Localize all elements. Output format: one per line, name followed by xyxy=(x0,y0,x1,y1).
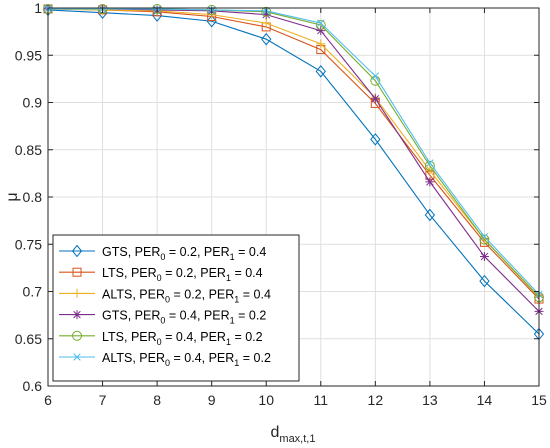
data-point-square xyxy=(72,267,82,277)
legend-label-sub: 0 xyxy=(160,316,165,326)
x-tick-label: 10 xyxy=(258,392,274,408)
data-point-x xyxy=(317,19,325,27)
legend-label-sub: 1 xyxy=(234,294,239,304)
legend-label-part: = 0.4, PER xyxy=(170,351,234,365)
x-tick-label: 12 xyxy=(368,392,384,408)
legend-label: GTS, PER0 = 0.4, PER1 = 0.2 xyxy=(102,309,266,326)
series-line xyxy=(48,8,540,295)
legend-label-sub: 1 xyxy=(230,252,235,262)
x-tick-label: 6 xyxy=(44,392,52,408)
legend-label-sub: 0 xyxy=(157,273,162,283)
legend-label-part: = 0.4 xyxy=(231,266,263,280)
legend-label-part: ALTS, PER xyxy=(102,351,165,365)
x-tick-label: 13 xyxy=(422,392,438,408)
data-point-x xyxy=(480,232,489,241)
legend-label-part: GTS, PER xyxy=(102,309,160,323)
data-point-asterisk xyxy=(261,10,271,20)
legend-item: ALTS, PER0 = 0.2, PER1 = 0.4 xyxy=(59,287,271,304)
data-point-x xyxy=(73,353,81,361)
legend-label: LTS, PER0 = 0.2, PER1 = 0.4 xyxy=(102,266,263,283)
legend-item: LTS, PER0 = 0.2, PER1 = 0.4 xyxy=(59,266,263,283)
legend-label-part: GTS, PER xyxy=(102,245,160,259)
data-point-plus xyxy=(316,39,326,49)
data-point-diamond xyxy=(97,6,108,20)
x-tick-label: 9 xyxy=(208,392,216,408)
legend-label-part: = 0.2, PER xyxy=(165,245,229,259)
y-tick-label: 0.85 xyxy=(15,142,42,158)
legend-item: ALTS, PER0 = 0.4, PER1 = 0.2 xyxy=(59,351,271,368)
y-axis-label: μ xyxy=(4,192,21,201)
data-point-plus xyxy=(261,18,271,28)
legend-item: GTS, PER0 = 0.2, PER1 = 0.4 xyxy=(59,244,266,262)
data-point-x xyxy=(371,72,380,80)
data-point-diamond xyxy=(370,133,381,146)
legend-label-part: = 0.2, PER xyxy=(170,287,234,301)
data-point-circle xyxy=(479,234,490,245)
legend-label: ALTS, PER0 = 0.2, PER1 = 0.4 xyxy=(102,287,271,304)
series-line xyxy=(47,9,540,335)
data-point-diamond xyxy=(151,9,163,22)
y-tick-label: 1 xyxy=(34,0,42,16)
legend-label-sub: 1 xyxy=(230,316,235,326)
y-tick-label: 0.8 xyxy=(23,189,43,205)
x-axis-label: dmax,t,1 xyxy=(271,424,316,445)
legend-label-part: ALTS, PER xyxy=(102,287,165,301)
data-point-circle xyxy=(424,160,435,171)
legend-label-part: = 0.4, PER xyxy=(165,309,229,323)
legend-label-part: = 0.4, PER xyxy=(162,330,226,344)
x-axis-label-sub: max,t,1 xyxy=(279,433,315,445)
data-point-asterisk xyxy=(479,252,489,262)
y-tick-label: 0.65 xyxy=(15,331,42,347)
legend-label-sub: 0 xyxy=(165,358,170,368)
data-point-asterisk xyxy=(316,26,326,36)
legend-label-part: = 0.2 xyxy=(235,309,267,323)
data-point-diamond xyxy=(71,244,83,258)
legend-label-sub: 0 xyxy=(160,252,165,262)
legend-label-part: = 0.4 xyxy=(239,287,271,301)
data-point-plus xyxy=(72,288,82,298)
x-tick-label: 14 xyxy=(477,392,493,408)
legend-label-part: = 0.2 xyxy=(239,351,271,365)
y-tick-label: 0.9 xyxy=(23,95,43,111)
legend-label: LTS, PER0 = 0.4, PER1 = 0.2 xyxy=(102,330,263,347)
y-tick-label: 0.6 xyxy=(23,378,43,394)
data-point-diamond xyxy=(315,65,326,78)
legend-item: LTS, PER0 = 0.4, PER1 = 0.2 xyxy=(59,330,263,347)
legend-item: GTS, PER0 = 0.4, PER1 = 0.2 xyxy=(59,309,266,326)
legend-label-part: = 0.2 xyxy=(231,330,263,344)
y-tick-label: 0.95 xyxy=(15,47,42,63)
data-point-asterisk xyxy=(425,177,435,187)
x-tick-label: 15 xyxy=(531,392,547,408)
series-line xyxy=(47,8,540,297)
legend-label: ALTS, PER0 = 0.4, PER1 = 0.2 xyxy=(102,351,271,368)
x-tick-label: 11 xyxy=(314,392,329,408)
data-point-circle xyxy=(72,330,82,341)
legend-label-sub: 0 xyxy=(165,294,170,304)
data-point-diamond xyxy=(479,274,490,288)
y-tick-label: 0.7 xyxy=(23,284,43,300)
data-point-diamond xyxy=(261,32,272,46)
data-point-asterisk xyxy=(72,310,82,320)
legend-label-part: LTS, PER xyxy=(102,330,157,344)
legend-label-sub: 1 xyxy=(234,358,239,368)
legend-label-part: = 0.2, PER xyxy=(162,266,226,280)
legend-label-sub: 1 xyxy=(226,337,231,347)
x-tick-label: 8 xyxy=(153,392,161,408)
x-tick-label: 7 xyxy=(99,392,107,408)
data-point-diamond xyxy=(424,208,436,222)
data-point-x xyxy=(426,159,434,167)
data-point-circle xyxy=(315,20,326,31)
legend-label-part: LTS, PER xyxy=(102,266,157,280)
data-point-diamond xyxy=(206,14,217,28)
legend-label-sub: 0 xyxy=(157,337,162,347)
y-tick-label: 0.75 xyxy=(15,236,42,252)
legend-label-part: = 0.4 xyxy=(235,245,267,259)
legend-label-sub: 1 xyxy=(226,273,231,283)
axis-ticks: 6 7 8 9 10 11 12 13 14 150.60.650.70.750.80.850.9… xyxy=(15,0,547,408)
data-point-asterisk xyxy=(370,94,380,104)
legend-label: GTS, PER0 = 0.2, PER1 = 0.4 xyxy=(102,245,266,262)
